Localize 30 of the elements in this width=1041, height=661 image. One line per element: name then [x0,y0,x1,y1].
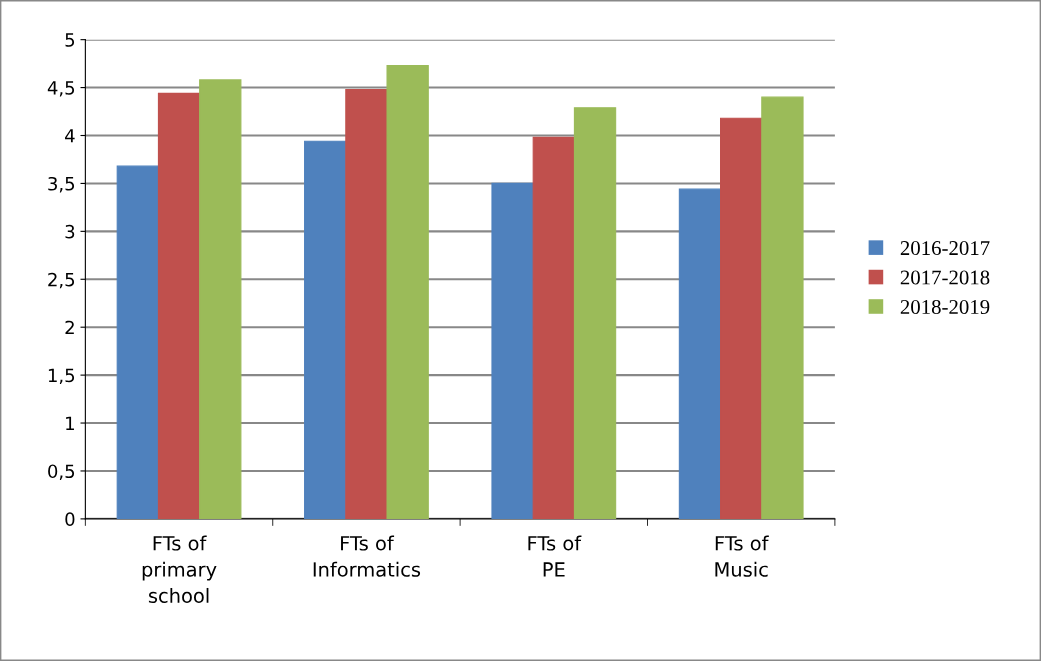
y-tick-label: 1,5 [48,368,75,385]
bar [345,88,388,519]
y-tick-label: 3,5 [48,176,75,193]
bar [491,182,534,519]
x-tick-label: FTs of primary school [142,535,217,604]
y-tick-label: 5 [65,33,75,47]
bar [678,188,722,519]
y-tick-label: 4,5 [47,81,75,97]
bar [157,92,201,519]
y-tick-label: 3 [65,224,75,239]
y-tick-label: 0 [65,512,75,526]
x-tick-label: FTs of Informatics [313,535,421,577]
bar [199,79,242,519]
x-tick-label: FTs of Music [715,535,769,577]
bar [116,165,159,519]
bar [532,136,575,519]
legend-label: 2018-2019 [900,299,990,314]
y-tick-label: 2,5 [48,272,75,289]
legend-label: 2017-2018 [900,270,990,285]
bar [386,64,429,519]
bar [304,140,347,519]
y-tick-label: 1 [66,416,74,430]
y-tick-label: 0,5 [48,464,75,480]
legend-label: 2016-2017 [900,241,990,256]
bar [761,96,804,519]
bar [573,107,617,519]
y-tick-label: 2 [65,320,74,335]
bar [720,117,763,519]
x-tick-label: FTs of PE [528,535,582,577]
y-tick-label: 4 [65,129,75,143]
